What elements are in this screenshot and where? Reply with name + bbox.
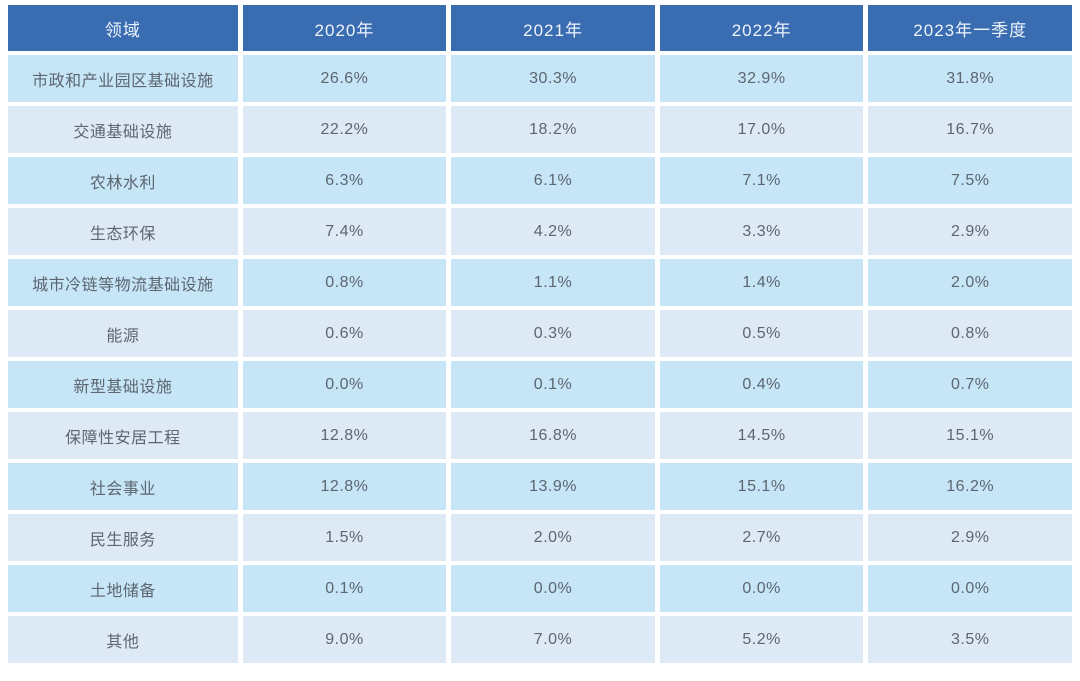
row-label-cell: 新型基础设施 (8, 361, 238, 408)
value-cell: 6.1% (451, 157, 655, 204)
value-cell: 0.0% (242, 361, 447, 408)
row-label-cell: 保障性安居工程 (8, 412, 238, 459)
value-cell: 3.3% (659, 208, 864, 255)
row-label-cell: 民生服务 (8, 514, 238, 561)
value-cell: 0.3% (451, 310, 655, 357)
value-cell: 9.0% (242, 616, 447, 663)
value-cell: 14.5% (659, 412, 864, 459)
row-label-cell: 市政和产业园区基础设施 (8, 55, 238, 102)
table-body: 市政和产业园区基础设施 26.6% 30.3% 32.9% 31.8% 交通基础设施 22.… (8, 55, 1072, 663)
value-cell: 12.8% (242, 463, 447, 510)
value-cell: 7.5% (868, 157, 1072, 204)
row-label-cell: 生态环保 (8, 208, 238, 255)
table-row: 能源 0.6% 0.3% 0.5% 0.8% (8, 310, 1072, 357)
value-cell: 2.0% (868, 259, 1072, 306)
header-cell-field: 领域 (8, 5, 238, 51)
row-label-cell: 城市冷链等物流基础设施 (8, 259, 238, 306)
value-cell: 1.4% (659, 259, 864, 306)
header-cell-period: 2023年一季度 (868, 5, 1072, 51)
table-row: 生态环保 7.4% 4.2% 3.3% 2.9% (8, 208, 1072, 255)
value-cell: 2.0% (451, 514, 655, 561)
value-cell: 16.8% (451, 412, 655, 459)
table-row: 保障性安居工程 12.8% 16.8% 14.5% 15.1% (8, 412, 1072, 459)
value-cell: 0.4% (659, 361, 864, 408)
value-cell: 3.5% (868, 616, 1072, 663)
header-row: 领域 2020年 2021年 2022年 2023年一季度 (8, 5, 1072, 51)
value-cell: 31.8% (868, 55, 1072, 102)
value-cell: 0.8% (868, 310, 1072, 357)
row-label-cell: 土地储备 (8, 565, 238, 612)
value-cell: 4.2% (451, 208, 655, 255)
value-cell: 7.0% (451, 616, 655, 663)
table-row: 民生服务 1.5% 2.0% 2.7% 2.9% (8, 514, 1072, 561)
value-cell: 0.0% (659, 565, 864, 612)
value-cell: 30.3% (451, 55, 655, 102)
value-cell: 12.8% (242, 412, 447, 459)
value-cell: 0.0% (451, 565, 655, 612)
value-cell: 0.0% (868, 565, 1072, 612)
value-cell: 0.7% (868, 361, 1072, 408)
row-label-cell: 能源 (8, 310, 238, 357)
table-row: 社会事业 12.8% 13.9% 15.1% 16.2% (8, 463, 1072, 510)
value-cell: 16.2% (868, 463, 1072, 510)
value-cell: 5.2% (659, 616, 864, 663)
value-cell: 1.1% (451, 259, 655, 306)
table-row: 市政和产业园区基础设施 26.6% 30.3% 32.9% 31.8% (8, 55, 1072, 102)
value-cell: 7.4% (242, 208, 447, 255)
row-label-cell: 其他 (8, 616, 238, 663)
value-cell: 17.0% (659, 106, 864, 153)
value-cell: 0.1% (451, 361, 655, 408)
value-cell: 0.1% (242, 565, 447, 612)
table-row: 交通基础设施 22.2% 18.2% 17.0% 16.7% (8, 106, 1072, 153)
value-cell: 26.6% (242, 55, 447, 102)
value-cell: 16.7% (868, 106, 1072, 153)
value-cell: 18.2% (451, 106, 655, 153)
value-cell: 0.6% (242, 310, 447, 357)
table-row: 新型基础设施 0.0% 0.1% 0.4% 0.7% (8, 361, 1072, 408)
row-label-cell: 社会事业 (8, 463, 238, 510)
value-cell: 15.1% (659, 463, 864, 510)
value-cell: 32.9% (659, 55, 864, 102)
value-cell: 15.1% (868, 412, 1072, 459)
funding-share-by-sector-table: 领域 2020年 2021年 2022年 2023年一季度 市政和产业园区基础设施 26.… (3, 1, 1077, 667)
value-cell: 2.9% (868, 208, 1072, 255)
value-cell: 13.9% (451, 463, 655, 510)
value-cell: 2.7% (659, 514, 864, 561)
value-cell: 7.1% (659, 157, 864, 204)
header-cell-period: 2021年 (451, 5, 655, 51)
header-cell-period: 2022年 (659, 5, 864, 51)
table-row: 城市冷链等物流基础设施 0.8% 1.1% 1.4% 2.0% (8, 259, 1072, 306)
row-label-cell: 农林水利 (8, 157, 238, 204)
value-cell: 1.5% (242, 514, 447, 561)
table-row: 其他 9.0% 7.0% 5.2% 3.5% (8, 616, 1072, 663)
table-row: 土地储备 0.1% 0.0% 0.0% 0.0% (8, 565, 1072, 612)
value-cell: 22.2% (242, 106, 447, 153)
row-label-cell: 交通基础设施 (8, 106, 238, 153)
value-cell: 0.5% (659, 310, 864, 357)
table-row: 农林水利 6.3% 6.1% 7.1% 7.5% (8, 157, 1072, 204)
header-cell-period: 2020年 (242, 5, 447, 51)
value-cell: 2.9% (868, 514, 1072, 561)
value-cell: 0.8% (242, 259, 447, 306)
value-cell: 6.3% (242, 157, 447, 204)
